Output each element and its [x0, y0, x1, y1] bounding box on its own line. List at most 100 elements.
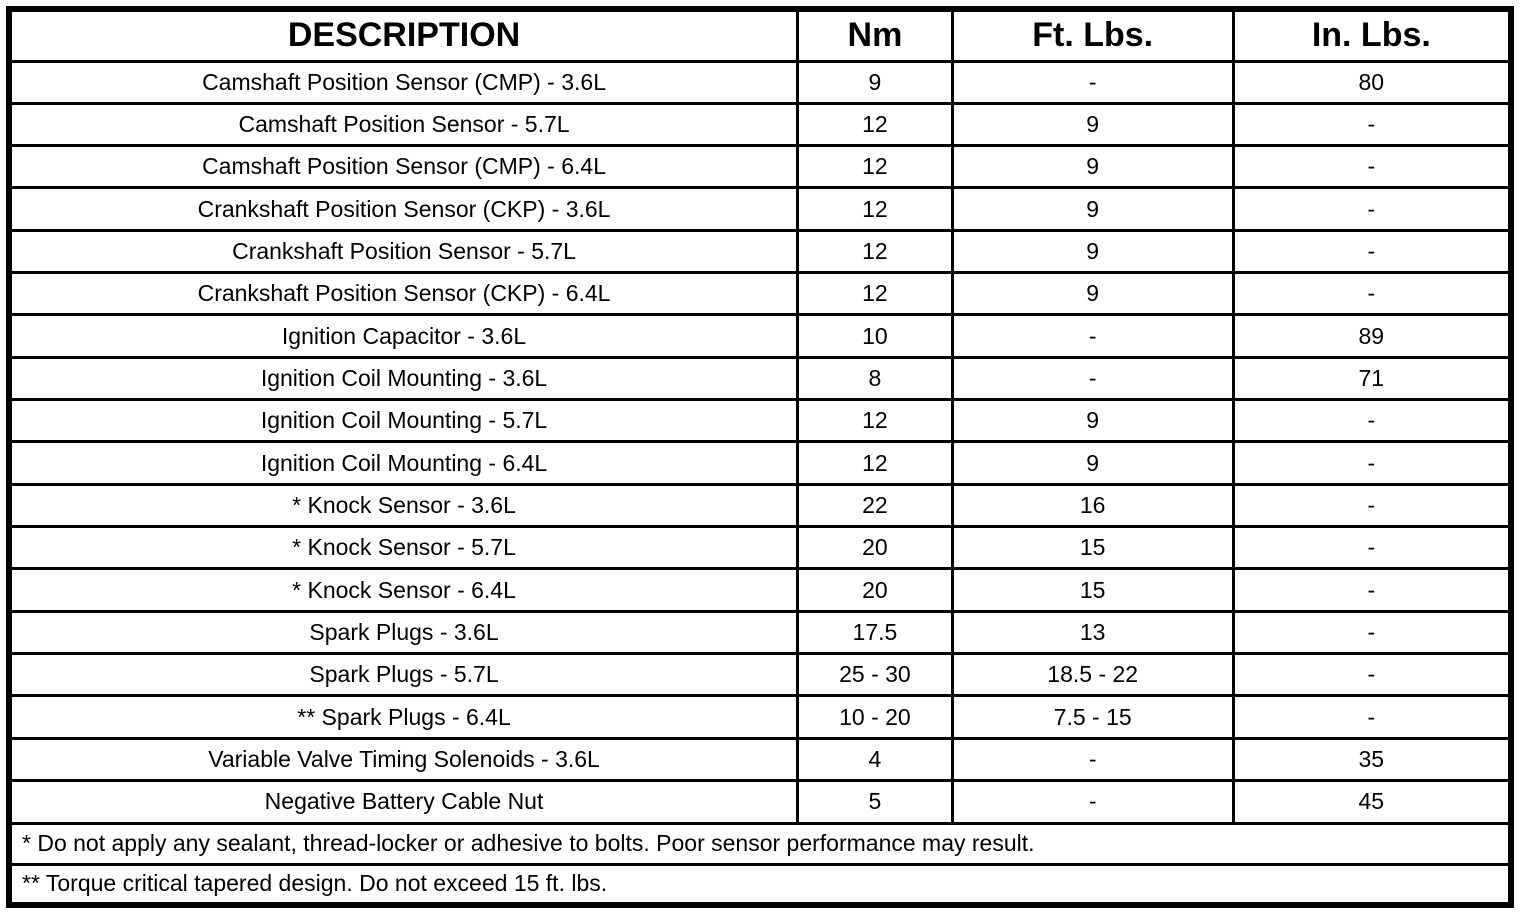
- table-row: Ignition Coil Mounting - 3.6L 8 - 71: [7, 355, 1513, 402]
- table-row: * Knock Sensor - 3.6L 22 16 -: [7, 482, 1513, 529]
- row-in-lbs-value: -: [1231, 101, 1513, 148]
- row-in-lbs-value: -: [1231, 609, 1513, 656]
- row-in-lbs-value: -: [1231, 271, 1513, 317]
- row-description: Ignition Coil Mounting - 6.4L: [7, 440, 800, 486]
- row-in-lbs-value: -: [1231, 694, 1513, 740]
- row-description: Crankshaft Position Sensor - 5.7L: [7, 228, 800, 275]
- row-in-lbs-value: -: [1231, 228, 1513, 275]
- row-in-lbs-value: -: [1231, 440, 1513, 486]
- row-nm-value: 17.5: [796, 609, 954, 656]
- row-ft-lbs-value: 15: [950, 567, 1235, 613]
- table-row: Spark Plugs - 3.6L 17.5 13 -: [7, 609, 1513, 656]
- row-nm-value: 25 - 30: [796, 652, 954, 698]
- row-description: Ignition Capacitor - 3.6L: [7, 313, 800, 359]
- table-row: Spark Plugs - 5.7L 25 - 30 18.5 - 22 -: [7, 652, 1513, 698]
- row-in-lbs-value: -: [1231, 482, 1513, 529]
- table-footnotes: * Do not apply any sealant, thread-locke…: [7, 821, 1513, 907]
- row-ft-lbs-value: 9: [950, 186, 1235, 232]
- row-nm-value: 10: [796, 313, 954, 359]
- table-row: Ignition Capacitor - 3.6L 10 - 89: [7, 313, 1513, 359]
- table-body: Camshaft Position Sensor (CMP) - 3.6L 9 …: [7, 59, 1513, 825]
- table-row: Camshaft Position Sensor (CMP) - 3.6L 9 …: [7, 59, 1513, 105]
- column-header-description: DESCRIPTION: [7, 7, 800, 63]
- row-ft-lbs-value: -: [950, 59, 1235, 105]
- torque-spec-table: DESCRIPTION Nm Ft. Lbs. In. Lbs. Camshaf…: [6, 6, 1514, 908]
- footnote-sealant: * Do not apply any sealant, thread-locke…: [7, 821, 1513, 866]
- row-nm-value: 9: [796, 59, 954, 105]
- table-header: DESCRIPTION Nm Ft. Lbs. In. Lbs.: [7, 7, 1513, 63]
- row-description: * Knock Sensor - 6.4L: [7, 567, 800, 613]
- row-ft-lbs-value: -: [950, 313, 1235, 359]
- column-header-in-lbs: In. Lbs.: [1231, 7, 1513, 63]
- table-row: Negative Battery Cable Nut 5 - 45: [7, 779, 1513, 825]
- column-header-nm: Nm: [796, 7, 954, 63]
- table-row: Variable Valve Timing Solenoids - 3.6L 4…: [7, 736, 1513, 783]
- row-ft-lbs-value: 9: [950, 271, 1235, 317]
- row-ft-lbs-value: -: [950, 736, 1235, 783]
- row-description: Camshaft Position Sensor (CMP) - 6.4L: [7, 144, 800, 190]
- row-description: ** Spark Plugs - 6.4L: [7, 694, 800, 740]
- table-row: Camshaft Position Sensor (CMP) - 6.4L 12…: [7, 144, 1513, 190]
- row-description: Crankshaft Position Sensor (CKP) - 6.4L: [7, 271, 800, 317]
- row-in-lbs-value: -: [1231, 652, 1513, 698]
- table-row: * Knock Sensor - 5.7L 20 15 -: [7, 525, 1513, 571]
- table-row: * Knock Sensor - 6.4L 20 15 -: [7, 567, 1513, 613]
- footnote-torque-critical: ** Torque critical tapered design. Do no…: [7, 862, 1513, 907]
- row-description: Camshaft Position Sensor - 5.7L: [7, 101, 800, 148]
- row-description: * Knock Sensor - 3.6L: [7, 482, 800, 529]
- row-ft-lbs-value: 7.5 - 15: [950, 694, 1235, 740]
- table-row: Crankshaft Position Sensor - 5.7L 12 9 -: [7, 228, 1513, 275]
- row-ft-lbs-value: 9: [950, 228, 1235, 275]
- row-nm-value: 22: [796, 482, 954, 529]
- header-row: DESCRIPTION Nm Ft. Lbs. In. Lbs.: [7, 7, 1513, 63]
- row-description: Spark Plugs - 5.7L: [7, 652, 800, 698]
- row-nm-value: 12: [796, 228, 954, 275]
- row-in-lbs-value: -: [1231, 525, 1513, 571]
- row-in-lbs-value: -: [1231, 567, 1513, 613]
- row-in-lbs-value: 80: [1231, 59, 1513, 105]
- row-ft-lbs-value: 18.5 - 22: [950, 652, 1235, 698]
- footnote-row: * Do not apply any sealant, thread-locke…: [7, 821, 1513, 866]
- row-description: Negative Battery Cable Nut: [7, 779, 800, 825]
- row-ft-lbs-value: 9: [950, 398, 1235, 444]
- row-description: Variable Valve Timing Solenoids - 3.6L: [7, 736, 800, 783]
- row-nm-value: 4: [796, 736, 954, 783]
- row-ft-lbs-value: -: [950, 355, 1235, 402]
- table-row: Crankshaft Position Sensor (CKP) - 6.4L …: [7, 271, 1513, 317]
- row-nm-value: 12: [796, 186, 954, 232]
- row-description: Ignition Coil Mounting - 3.6L: [7, 355, 800, 402]
- table-row: Camshaft Position Sensor - 5.7L 12 9 -: [7, 101, 1513, 148]
- row-ft-lbs-value: -: [950, 779, 1235, 825]
- row-ft-lbs-value: 9: [950, 144, 1235, 190]
- row-in-lbs-value: -: [1231, 398, 1513, 444]
- row-ft-lbs-value: 13: [950, 609, 1235, 656]
- row-nm-value: 12: [796, 271, 954, 317]
- row-in-lbs-value: 35: [1231, 736, 1513, 783]
- table-row: Ignition Coil Mounting - 6.4L 12 9 -: [7, 440, 1513, 486]
- row-nm-value: 20: [796, 567, 954, 613]
- row-ft-lbs-value: 9: [950, 440, 1235, 486]
- table-row: Ignition Coil Mounting - 5.7L 12 9 -: [7, 398, 1513, 444]
- row-in-lbs-value: -: [1231, 186, 1513, 232]
- row-nm-value: 12: [796, 440, 954, 486]
- table-row: ** Spark Plugs - 6.4L 10 - 20 7.5 - 15 -: [7, 694, 1513, 740]
- row-in-lbs-value: 71: [1231, 355, 1513, 402]
- table-row: Crankshaft Position Sensor (CKP) - 3.6L …: [7, 186, 1513, 232]
- row-nm-value: 12: [796, 101, 954, 148]
- row-nm-value: 8: [796, 355, 954, 402]
- row-nm-value: 10 - 20: [796, 694, 954, 740]
- row-nm-value: 12: [796, 398, 954, 444]
- row-description: Camshaft Position Sensor (CMP) - 3.6L: [7, 59, 800, 105]
- row-description: * Knock Sensor - 5.7L: [7, 525, 800, 571]
- column-header-ft-lbs: Ft. Lbs.: [950, 7, 1235, 63]
- footnote-row: ** Torque critical tapered design. Do no…: [7, 862, 1513, 907]
- row-in-lbs-value: 89: [1231, 313, 1513, 359]
- row-nm-value: 12: [796, 144, 954, 190]
- row-ft-lbs-value: 15: [950, 525, 1235, 571]
- row-description: Ignition Coil Mounting - 5.7L: [7, 398, 800, 444]
- row-in-lbs-value: 45: [1231, 779, 1513, 825]
- row-nm-value: 20: [796, 525, 954, 571]
- row-nm-value: 5: [796, 779, 954, 825]
- row-description: Spark Plugs - 3.6L: [7, 609, 800, 656]
